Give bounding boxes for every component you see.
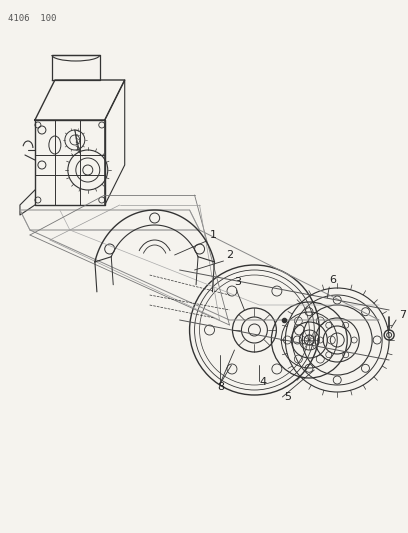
Text: 2: 2	[226, 250, 234, 260]
Text: 4106  100: 4106 100	[8, 14, 56, 23]
Text: 1: 1	[210, 230, 217, 240]
Text: 7: 7	[399, 310, 406, 320]
Text: 6: 6	[329, 275, 336, 285]
Text: 3: 3	[235, 277, 242, 287]
Text: 5: 5	[284, 392, 291, 402]
Text: 8: 8	[217, 382, 225, 392]
Text: 4: 4	[259, 377, 266, 387]
